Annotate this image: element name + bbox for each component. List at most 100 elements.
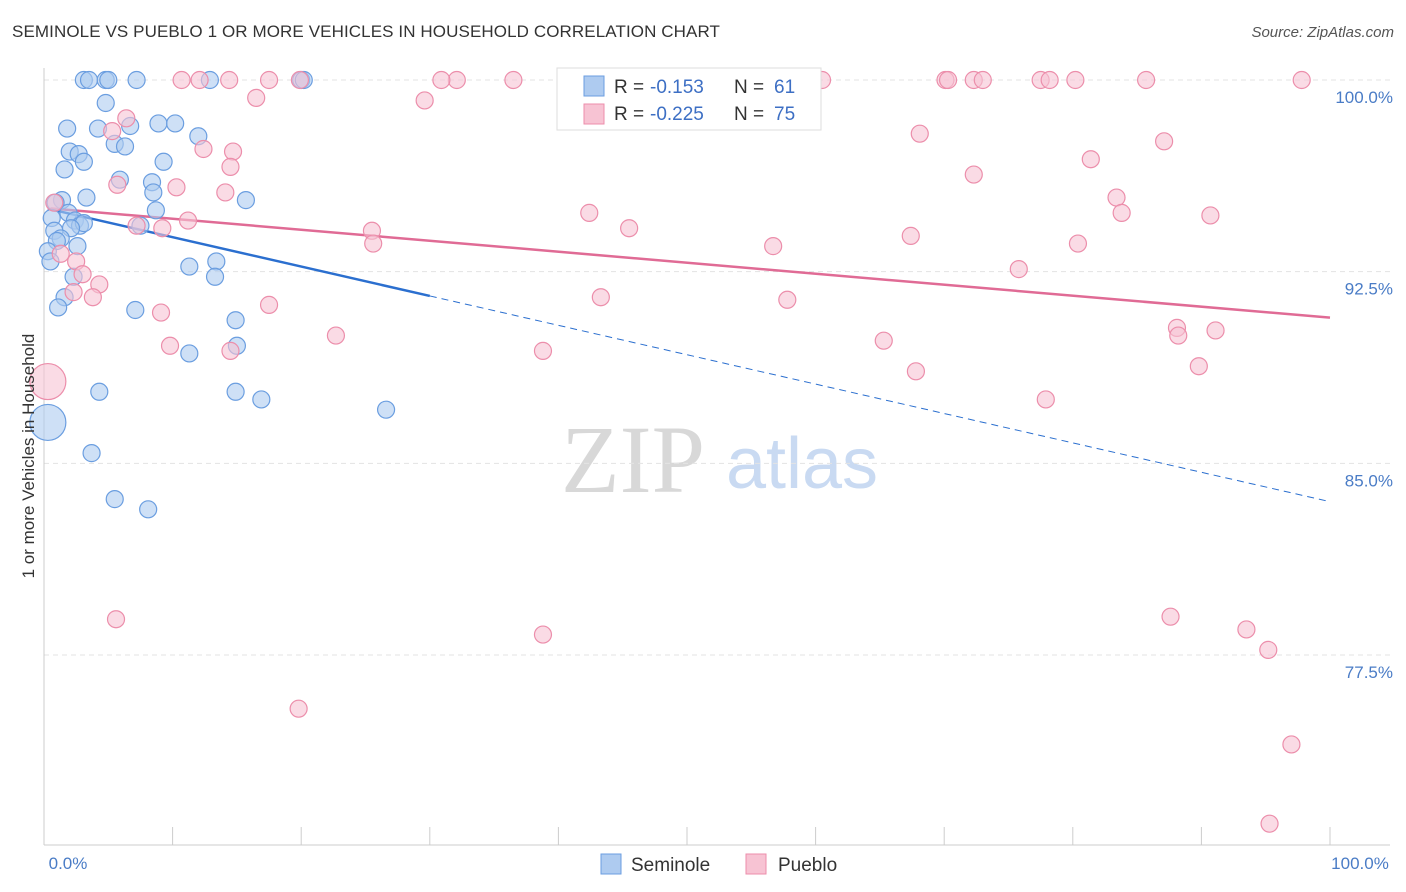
point-pueblo-15	[45, 193, 64, 212]
point-seminole-42	[180, 257, 199, 276]
point-pueblo-23	[326, 326, 346, 345]
point-pueblo-34	[504, 70, 523, 90]
point-pueblo-13	[364, 234, 383, 253]
trend-line-seminole	[47, 207, 431, 298]
point-pueblo-60	[901, 226, 920, 245]
bottom-legend-label-seminole: Seminole	[631, 855, 710, 876]
point-pueblo-56	[580, 203, 599, 222]
chart-source: Source: ZipAtlas.com	[1251, 24, 1394, 41]
axes	[43, 68, 1390, 846]
point-pueblo-32	[447, 70, 466, 90]
point-pueblo-79	[1282, 735, 1301, 754]
point-pueblo-14	[51, 244, 70, 263]
point-pueblo-31	[290, 70, 310, 90]
point-pueblo-20	[83, 288, 102, 307]
point-pueblo-30	[247, 88, 266, 107]
point-pueblo-26	[220, 70, 239, 90]
point-pueblo-4	[223, 142, 243, 161]
point-seminole-59	[139, 500, 158, 519]
point-pueblo-74	[533, 625, 553, 644]
bottom-legend: Seminole Pueblo	[600, 853, 837, 876]
point-pueblo-11	[153, 219, 172, 238]
legend-r-value-seminole: -0.153	[650, 77, 704, 98]
point-seminole-1	[79, 70, 99, 90]
point-seminole-15	[115, 137, 135, 156]
trend-lines	[47, 207, 1331, 503]
point-seminole-58	[105, 490, 124, 509]
point-pueblo-27	[259, 70, 279, 90]
point-pueblo-70	[906, 362, 926, 381]
y-tick-label-0: 100.0%	[1335, 88, 1393, 107]
point-seminole-56	[376, 400, 396, 419]
point-seminole-57	[82, 444, 101, 463]
grid-lines	[44, 79, 1390, 656]
point-seminole-12	[166, 114, 185, 133]
point-seminole-8	[58, 119, 77, 138]
point-seminole-4	[127, 70, 146, 90]
chart-title: SEMINOLE VS PUEBLO 1 OR MORE VEHICLES IN…	[12, 22, 721, 41]
point-pueblo-52	[1081, 150, 1100, 169]
point-pueblo-45	[1292, 70, 1311, 90]
point-seminole-7	[96, 93, 115, 113]
point-seminole-19	[55, 160, 74, 179]
point-pueblo-73	[106, 610, 126, 629]
point-pueblo-68	[874, 331, 893, 350]
point-pueblo-66	[1169, 326, 1188, 345]
point-pueblo-76	[1237, 620, 1256, 639]
point-pueblo-47	[432, 70, 451, 90]
point-pueblo-22	[151, 303, 171, 322]
legend-n-value-pueblo: 75	[774, 104, 795, 125]
point-seminole-11	[149, 114, 168, 133]
legend-r-label-pueblo: R =	[614, 104, 644, 125]
point-seminole-27	[236, 191, 256, 210]
point-seminole-23	[144, 183, 163, 202]
point-pueblo-3	[194, 139, 213, 159]
legend-n-label-seminole: N =	[734, 77, 764, 98]
point-pueblo-2	[103, 122, 122, 141]
legend-n-value-seminole: 61	[774, 77, 795, 98]
point-seminole-47	[49, 298, 68, 317]
legend-r-value-pueblo: -0.225	[650, 104, 704, 125]
point-seminole-25	[77, 188, 96, 207]
point-pueblo-7	[167, 178, 186, 197]
bottom-legend-swatch-pueblo	[745, 853, 767, 875]
point-pueblo-42	[973, 70, 992, 90]
point-pueblo-21	[259, 295, 279, 314]
point-seminole-28	[146, 201, 165, 220]
point-pueblo-71	[1189, 357, 1208, 376]
watermark-zip: ZIP	[561, 406, 705, 513]
point-pueblo-54	[1107, 188, 1126, 207]
y-tick-labels: 100.0% 92.5% 85.0% 77.5%	[1335, 88, 1393, 682]
point-pueblo-67	[1206, 321, 1225, 340]
point-pueblo-63	[591, 288, 610, 307]
point-pueblo-24	[160, 336, 180, 355]
point-pueblo-6	[108, 175, 127, 194]
point-pueblo-19	[64, 283, 83, 302]
point-pueblo-58	[620, 219, 639, 238]
point-pueblo-9	[178, 211, 198, 230]
point-seminole-55	[252, 390, 271, 409]
point-seminole-48	[126, 300, 145, 320]
x-tick-label-max: 100.0%	[1331, 854, 1389, 873]
point-pueblo-64	[778, 290, 797, 309]
point-pueblo-1	[117, 109, 136, 128]
point-pueblo-50	[910, 124, 929, 143]
point-seminole-54	[226, 382, 245, 401]
legend-box: R = -0.153 N = 61 R = -0.225 N = 75	[556, 67, 822, 131]
x-tick-label-min: 0.0%	[49, 854, 88, 873]
point-pueblo-59	[764, 237, 783, 256]
point-seminole-39	[68, 237, 87, 256]
point-seminole-43	[207, 252, 226, 271]
point-seminole-53	[90, 382, 109, 401]
y-axis-title: 1 or more Vehicles in Household	[19, 334, 38, 579]
point-pueblo-75	[1161, 607, 1180, 626]
point-pueblo-62	[1009, 260, 1028, 279]
trend-line-pueblo	[50, 207, 1331, 319]
y-tick-label-2: 85.0%	[1345, 471, 1393, 490]
trend-line-seminole-extension	[429, 295, 1331, 503]
point-pueblo-77	[1259, 640, 1278, 659]
point-seminole-52	[29, 403, 67, 442]
point-pueblo-51	[1155, 132, 1174, 151]
point-pueblo-80	[1260, 814, 1279, 833]
